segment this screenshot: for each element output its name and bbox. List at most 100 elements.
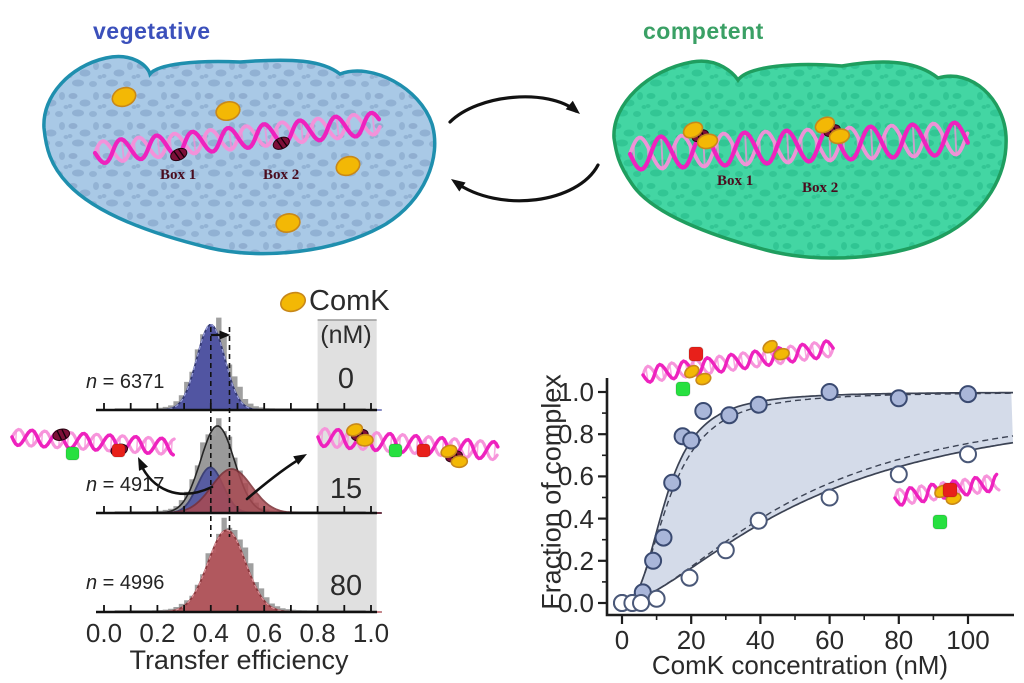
comk-oval xyxy=(215,100,241,122)
comk-protein-icon xyxy=(762,339,778,354)
x-tick-label: 40 xyxy=(745,625,775,655)
acceptor-dye-icon xyxy=(111,443,126,458)
dna-strand xyxy=(316,427,500,461)
data-point-filled xyxy=(682,431,701,450)
dna-strand xyxy=(92,110,382,166)
comk-protein-icon xyxy=(215,100,241,122)
data-point-open xyxy=(716,541,735,560)
y-tick-label: 0.0 xyxy=(557,588,594,618)
comk-protein-icon xyxy=(111,86,137,108)
n-symbol: n xyxy=(86,572,98,594)
x-tick-label: 60 xyxy=(815,625,845,655)
comk-protein-icon xyxy=(346,423,364,437)
y-tick-label: 1.0 xyxy=(557,377,594,407)
comk-protein-icon xyxy=(695,372,712,386)
fret-histogram-chart: ComK (nM) 0 15 80 n = 6371 n = 4917 n = … xyxy=(0,285,512,683)
comk-oval xyxy=(356,433,374,447)
box-hatch xyxy=(173,150,181,160)
binding-curve-svg xyxy=(598,339,1014,624)
data-point-open xyxy=(889,465,908,484)
donor-dye-icon xyxy=(675,381,691,397)
donor-dye-icon xyxy=(65,446,80,461)
box-hatch xyxy=(280,137,288,147)
comk-bound-dna-cartoon xyxy=(316,423,500,469)
vegetative-cell-label: vegetative xyxy=(93,18,211,44)
comk-concentration-band xyxy=(317,320,377,612)
cycle-arrow-top xyxy=(448,95,578,124)
dna-rung xyxy=(870,126,874,159)
comk-oval xyxy=(346,423,364,437)
data-point-filled xyxy=(959,385,977,404)
dna-rung xyxy=(335,116,340,139)
arrow-to-bound-dna xyxy=(245,455,305,501)
y-tick-label: 0.2 xyxy=(557,545,594,576)
data-point-open xyxy=(749,511,768,530)
arrowhead xyxy=(138,457,148,471)
x-axis-title-right: ComK concentration (nM) xyxy=(651,650,949,680)
x-axis-title-left: Transfer efficiency xyxy=(129,645,349,675)
comk-oval xyxy=(111,86,137,108)
x-tick-label: 20 xyxy=(676,625,706,655)
dna-helix-competent xyxy=(627,116,970,172)
comk-oval xyxy=(279,291,307,313)
n-symbol: n xyxy=(86,371,98,393)
arrowhead xyxy=(219,330,231,340)
comk-oval xyxy=(762,339,778,354)
comk-protein-icon xyxy=(684,364,700,379)
histogram-panel-2 xyxy=(96,418,382,515)
box2-label-vegetative: Box 2 xyxy=(263,167,300,183)
comk-oval xyxy=(773,347,790,361)
n-count-panel3: n = 4996 xyxy=(86,573,164,593)
data-point-open xyxy=(632,594,650,612)
comk-protein-icon xyxy=(450,455,469,469)
cell-cycle-illustration xyxy=(42,54,1008,260)
dna-rung xyxy=(299,120,304,143)
n-symbol: n xyxy=(86,474,98,496)
gray-histogram-bars xyxy=(98,317,382,410)
comk-protein-icon xyxy=(773,347,790,361)
y-tick-label: 0.6 xyxy=(557,461,594,492)
n-count-panel2: n = 4917 xyxy=(86,475,164,495)
data-point-open xyxy=(820,488,839,507)
donor-dye-icon xyxy=(932,514,948,530)
dna-rung xyxy=(120,139,125,161)
data-point-open xyxy=(647,589,666,608)
comk-oval xyxy=(696,133,719,150)
vegetative-cell-texture xyxy=(43,56,435,254)
arrow-to-free-dna xyxy=(138,461,214,496)
plot-axes xyxy=(605,378,1014,617)
n-count-panel1: n = 6371 xyxy=(86,372,164,392)
donor-dye-icon xyxy=(388,443,403,458)
n-value: = 4996 xyxy=(97,572,165,594)
dna-rung xyxy=(263,124,269,146)
comk-protein-icon xyxy=(696,133,719,150)
binding-curve-chart: Fraction of complex 0 20 40 60 80 100 0.0 0.2 0… xyxy=(512,330,1024,683)
dna-rung xyxy=(192,131,197,154)
competent-cell-outline xyxy=(612,59,1008,260)
data-point-filled xyxy=(663,473,682,492)
fret-histogram-svg xyxy=(10,291,500,614)
cycle-arrow-bottom xyxy=(453,163,600,203)
fit-curve-solid xyxy=(622,391,1013,604)
data-point-open xyxy=(680,568,699,587)
dna-rung xyxy=(786,130,790,163)
arrowhead xyxy=(565,100,580,114)
comk-protein-icon xyxy=(275,213,301,233)
data-point-open xyxy=(959,445,977,464)
comk-protein-icon xyxy=(440,444,458,459)
histogram-panel-1 xyxy=(96,317,382,412)
legend-nm-unit: (nM) xyxy=(320,321,372,349)
dna-box-site xyxy=(272,136,290,150)
box-hatch xyxy=(61,429,67,439)
comk-oval xyxy=(335,155,361,177)
y-tick-label: 0.4 xyxy=(557,503,594,534)
dna-rung xyxy=(953,122,958,155)
comk-oval xyxy=(828,128,851,145)
dna-rung xyxy=(660,136,664,169)
dna-rung xyxy=(371,112,376,135)
data-point-filled xyxy=(889,389,908,408)
comk-protein-icon xyxy=(335,155,361,177)
comk-oval xyxy=(695,372,712,386)
acceptor-dye-icon xyxy=(688,346,704,362)
